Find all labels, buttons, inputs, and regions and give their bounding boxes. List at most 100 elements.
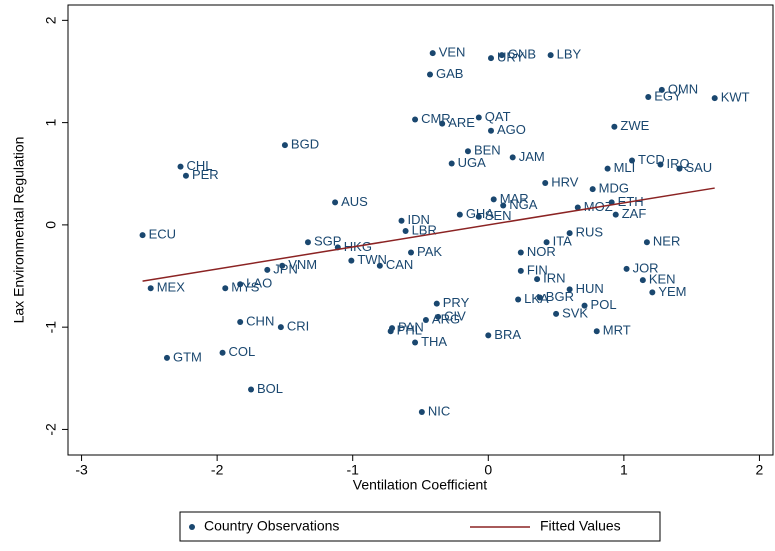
point-label: GNB — [508, 47, 536, 62]
point-label: POL — [591, 297, 617, 312]
point — [163, 354, 170, 361]
point-label: GTM — [173, 349, 202, 364]
point-label: SVK — [562, 305, 588, 320]
point — [542, 179, 549, 186]
point-label: ITA — [553, 234, 573, 249]
point-label: YEM — [658, 284, 686, 299]
point — [515, 296, 522, 303]
point-label: PAK — [417, 244, 442, 259]
point-label: VEN — [439, 45, 466, 60]
point — [611, 123, 618, 130]
point — [277, 324, 284, 331]
x-tick-label: 2 — [756, 462, 764, 478]
point — [475, 213, 482, 220]
point — [464, 148, 471, 155]
point — [536, 294, 543, 301]
point — [643, 239, 650, 246]
point-label: COL — [229, 344, 256, 359]
point-label: MRT — [603, 323, 631, 338]
point — [517, 249, 524, 256]
point — [547, 52, 554, 59]
point — [248, 386, 255, 393]
point-label: BOL — [257, 381, 283, 396]
x-tick-label: 1 — [620, 462, 628, 478]
plot-frame — [67, 4, 774, 456]
legend-swatch — [189, 524, 195, 530]
y-tick-label: 0 — [43, 221, 59, 229]
point — [639, 277, 646, 284]
point-label: NOR — [527, 244, 556, 259]
point-label: TCD — [638, 152, 665, 167]
point-label: MDG — [599, 181, 629, 196]
point — [439, 120, 446, 127]
point-label: AUS — [341, 194, 368, 209]
y-tick-label: 1 — [43, 119, 59, 127]
point-label: PER — [192, 167, 219, 182]
point-label: CMR — [421, 111, 451, 126]
point — [376, 262, 383, 269]
point-label: BGD — [291, 137, 319, 152]
x-axis-label: Ventilation Coefficient — [353, 477, 487, 493]
point-label: BGR — [546, 289, 574, 304]
point-label: PRY — [443, 295, 470, 310]
point — [645, 94, 652, 101]
point-label: HUN — [576, 281, 604, 296]
point — [412, 116, 419, 123]
point — [534, 276, 541, 283]
point — [553, 310, 560, 317]
point — [408, 249, 415, 256]
point-label: LBY — [557, 47, 582, 62]
point-label: FIN — [527, 262, 548, 277]
point — [543, 239, 550, 246]
point — [498, 52, 505, 59]
point-label: CIV — [444, 308, 466, 323]
point-label: NGA — [509, 197, 537, 212]
point — [566, 286, 573, 293]
point — [177, 163, 184, 170]
point — [711, 95, 718, 102]
point — [485, 332, 492, 339]
point — [332, 199, 339, 206]
point — [623, 265, 630, 272]
point-label: CHL — [187, 158, 213, 173]
point — [304, 239, 311, 246]
point — [629, 157, 635, 164]
point — [604, 165, 611, 172]
point-label: IDN — [408, 212, 430, 227]
point-label: PHL — [397, 323, 422, 338]
point-label: LKA — [524, 291, 549, 306]
y-tick-label: -1 — [43, 321, 59, 334]
point-label: CAN — [386, 257, 413, 272]
point — [182, 172, 189, 179]
point-label: KEN — [649, 272, 676, 287]
point — [426, 71, 433, 78]
y-tick-label: 2 — [43, 16, 59, 24]
point — [279, 262, 286, 269]
point — [488, 127, 494, 134]
point — [500, 202, 507, 209]
point — [657, 161, 664, 168]
point — [475, 114, 482, 121]
point-label: GHA — [466, 206, 495, 221]
point-label: CHN — [246, 313, 274, 328]
point-label: MYS — [231, 280, 260, 295]
point-label: SGP — [314, 234, 341, 249]
point-label: ZAF — [622, 206, 647, 221]
point-label: EGY — [654, 88, 682, 103]
fit-line — [142, 187, 715, 282]
point-label: PAN — [398, 320, 424, 335]
point — [658, 86, 665, 93]
point — [517, 267, 524, 274]
point-label: JAM — [519, 149, 545, 164]
y-tick-label: -2 — [43, 423, 59, 436]
y-axis-label: Lax Environmental Regulation — [11, 137, 27, 324]
point-label: RUS — [576, 225, 604, 240]
point — [574, 204, 581, 211]
point-label: KWT — [721, 90, 750, 105]
point-label: GAB — [436, 66, 463, 81]
point-label: VNM — [288, 257, 317, 272]
point-label: UGA — [458, 155, 487, 170]
point — [488, 55, 494, 62]
point — [593, 328, 600, 335]
